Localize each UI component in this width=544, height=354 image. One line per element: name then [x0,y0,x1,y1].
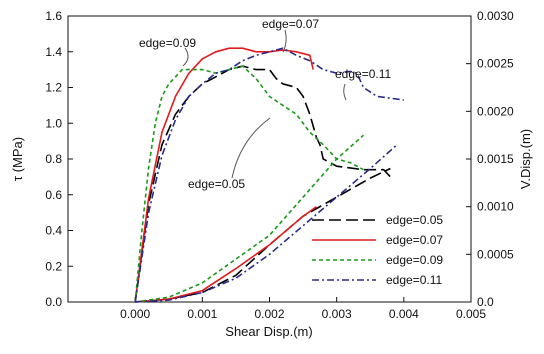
annotation-edge-009: edge=0.09 [139,36,196,50]
legend-label-2: edge=0.07 [386,233,443,247]
y-tick-label: 0.4 [45,224,62,238]
y2-tick-label: 0.0015 [477,152,514,166]
annotation-leader-007 [282,29,287,53]
annotation-leader-011 [343,83,347,101]
series-vdisp-line-3 [135,134,365,303]
series-shear-line-4 [134,47,404,303]
y-tick-label: 0.8 [45,152,62,166]
annotation-leader-005 [231,117,271,179]
y2-tick-label: 0.0010 [477,200,514,214]
series-vdisp-line-2 [135,206,317,303]
series-vdisp-line-4 [135,144,398,303]
x-tick-label: 0.005 [456,307,486,321]
y2-axis-label: V.Disp.(m) [518,129,533,189]
series-shear-line-2 [134,47,314,303]
series-layer [134,47,404,303]
annotation-edge-011: edge=0.11 [335,67,391,81]
y-axis-label: τ (MPa) [10,137,25,181]
series-vdisp-line-1 [135,167,391,303]
x-tick-label: 0.003 [322,307,352,321]
legend-label-4: edge=0.11 [386,273,442,287]
x-tick-label: 0.000 [120,307,150,321]
y-tick-label: 1.0 [45,116,62,130]
y2-tick-label: 0.0 [477,295,494,309]
annotation-edge-005: edge=0.05 [188,177,245,191]
y-tick-label: 0.0 [45,295,62,309]
annotations: edge=0.09 edge=0.07 edge=0.11 edge=0.05 [139,17,391,191]
y-tick-label: 1.2 [45,81,62,95]
annotation-leader-009 [182,47,189,67]
y-tick-label: 0.6 [45,188,62,202]
y-tick-label: 1.6 [45,9,62,23]
y-tick-label: 0.2 [45,259,62,273]
x-tick-label: 0.002 [254,307,284,321]
annotation-edge-007: edge=0.07 [262,17,319,31]
x-tick-label: 0.001 [187,307,217,321]
y2-tick-label: 0.0025 [477,57,514,71]
y2-tick-label: 0.0030 [477,9,514,23]
legend-label-3: edge=0.09 [386,253,443,267]
x-axis-label: Shear Disp.(m) [225,324,312,339]
series-shear-line-3 [134,65,364,303]
y2-tick-label: 0.0005 [477,247,514,261]
y-tick-label: 1.4 [45,45,62,59]
ticks: 0.000 0.001 0.002 0.003 0.004 0.0050.00.20.40… [45,9,514,321]
x-tick-label: 0.004 [389,307,419,321]
legend-label-1: edge=0.05 [386,213,443,227]
legend: edge=0.05 edge=0.07 edge=0.09 edge=0.11 [312,213,443,287]
y2-tick-label: 0.0020 [477,104,514,118]
